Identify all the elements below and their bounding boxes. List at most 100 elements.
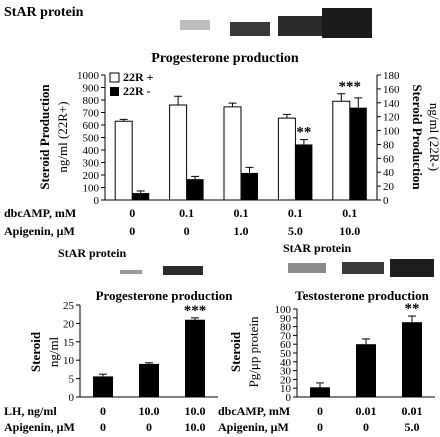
- br-bar: [402, 322, 422, 397]
- br-ytick-label: 80: [280, 322, 292, 334]
- top-bar-22r-plus: [332, 100, 351, 201]
- top-ylabel-left-2: ng/ml (22R+): [55, 101, 70, 172]
- bl-cond-label-1: LH, ng/ml: [4, 404, 57, 418]
- top-ytick-label-left: 300: [83, 158, 100, 170]
- br-ytick-label: 40: [280, 357, 292, 369]
- br-condition-value: 0.01: [402, 404, 423, 418]
- top-ytick-label-left: 800: [83, 95, 100, 107]
- br-ytick-label: 0: [286, 392, 292, 404]
- bl-ytick-label: 10: [63, 355, 75, 367]
- top-ytick-label-left: 900: [83, 83, 100, 95]
- top-bar-22r-minus: [295, 144, 313, 200]
- bl-ytick-label: 20: [63, 318, 75, 330]
- br-ytick-label: 100: [275, 304, 292, 316]
- top-ytick-label-right: 0: [383, 195, 389, 207]
- br-ytick-label: 20: [280, 374, 292, 386]
- br-condition-value: 5.0: [405, 420, 420, 434]
- br-cond-label-1: dbcAMP, mM: [218, 404, 290, 418]
- br-header: StAR protein: [283, 241, 351, 255]
- bl-condition-value: 0: [100, 420, 106, 434]
- top-ytick-label-right: 120: [383, 112, 400, 124]
- br-condition-value: 0.01: [356, 404, 377, 418]
- bl-ytick-label: 0: [69, 392, 75, 404]
- top-ylabel-right-2: ng/ml (22R-): [427, 103, 440, 171]
- bl-bar: [139, 363, 159, 397]
- top-ytick-label-left: 1000: [77, 70, 100, 82]
- top-ytick-label-left: 700: [83, 108, 100, 120]
- top-condition-value: 0: [129, 224, 135, 238]
- top-ytick-label-right: 140: [383, 98, 400, 110]
- br-cond-label-2: Apigenin, μM: [218, 420, 289, 434]
- legend-swatch-filled: [110, 87, 119, 96]
- top-bar-22r-plus: [277, 117, 296, 201]
- top-condition-value: 0: [184, 224, 190, 238]
- top-significance: ***: [339, 79, 362, 95]
- top-bar-22r-plus: [114, 120, 133, 201]
- top-bar-22r-minus: [241, 172, 258, 200]
- top-bar-22r-plus: [169, 104, 188, 201]
- top-ytick-label-right: 180: [383, 70, 400, 82]
- top-ytick-label-left: 100: [83, 183, 100, 195]
- br-condition-value: 0: [363, 420, 369, 434]
- blot-band: [120, 270, 142, 274]
- bl-ylabel-1: Steroid: [28, 331, 43, 372]
- bl-ytick-label: 5: [69, 374, 75, 386]
- top-bar-22r-minus: [186, 179, 204, 200]
- top-header: StAR protein: [4, 5, 84, 20]
- top-ytick-label-right: 40: [383, 167, 395, 179]
- top-blot-bands: [180, 8, 372, 38]
- top-cond-label-2: Apigenin, μM: [4, 224, 75, 238]
- top-ytick-label-left: 200: [83, 170, 100, 182]
- br-ytick-label: 70: [280, 330, 292, 342]
- bl-condition-value: 10.0: [185, 404, 206, 418]
- top-ytick-label-left: 600: [83, 120, 100, 132]
- top-significance: **: [296, 125, 311, 141]
- br-title: Testosterone production: [295, 288, 430, 303]
- br-condition-value: 0: [317, 420, 323, 434]
- top-bar-22r-plus: [223, 106, 242, 201]
- top-ytick-label-right: 20: [383, 181, 395, 193]
- top-ytick-label-right: 100: [383, 126, 400, 138]
- bl-condition-value: 10.0: [139, 404, 160, 418]
- bl-cond-label-2: Apigenin, μM: [4, 420, 75, 434]
- br-ytick-label: 60: [280, 339, 292, 351]
- br-condition-value: 0: [317, 404, 323, 418]
- top-condition-value: 0.1: [234, 206, 249, 220]
- bl-blot-bands: [120, 266, 203, 275]
- blot-band: [230, 22, 270, 36]
- top-condition-value: 0.1: [342, 206, 357, 220]
- bl-header: StAR protein: [58, 246, 126, 260]
- br-blot-bands: [288, 259, 434, 277]
- br-ytick-label: 10: [280, 383, 292, 395]
- top-ylabel-left-1: Steroid Production: [37, 84, 52, 190]
- top-condition-value: 0.1: [288, 206, 303, 220]
- blot-band: [288, 263, 326, 273]
- top-ytick-label-right: 80: [383, 139, 395, 151]
- top-condition-value: 10.0: [339, 224, 360, 238]
- legend-label-2: 22R -: [123, 84, 151, 98]
- blot-band: [163, 266, 203, 275]
- blot-band: [322, 8, 372, 38]
- bl-significance: ***: [184, 303, 207, 319]
- bl-condition-value: 0: [100, 404, 106, 418]
- blot-band: [342, 262, 384, 274]
- top-ylabel-right-1: Steroid Production: [410, 84, 425, 190]
- top-title: Progesterone production: [151, 51, 299, 66]
- top-condition-value: 1.0: [234, 224, 249, 238]
- legend-swatch-open: [109, 72, 120, 83]
- blot-band: [180, 20, 210, 30]
- br-ylabel-1: Steroid: [228, 331, 243, 372]
- top-ytick-label-left: 500: [83, 133, 100, 145]
- top-ytick-label-left: 400: [83, 145, 100, 157]
- blot-band: [390, 259, 434, 277]
- bl-bar: [185, 319, 205, 397]
- bl-condition-value: 10.0: [185, 420, 206, 434]
- br-ytick-label: 90: [280, 313, 292, 325]
- top-condition-value: 0.1: [179, 206, 194, 220]
- br-bar: [356, 344, 376, 397]
- bl-title: Progesterone production: [96, 288, 234, 303]
- top-bar-22r-minus: [349, 107, 367, 200]
- br-ylabel-2: Pg/μp protein: [246, 316, 261, 387]
- top-ytick-label-right: 60: [383, 153, 395, 165]
